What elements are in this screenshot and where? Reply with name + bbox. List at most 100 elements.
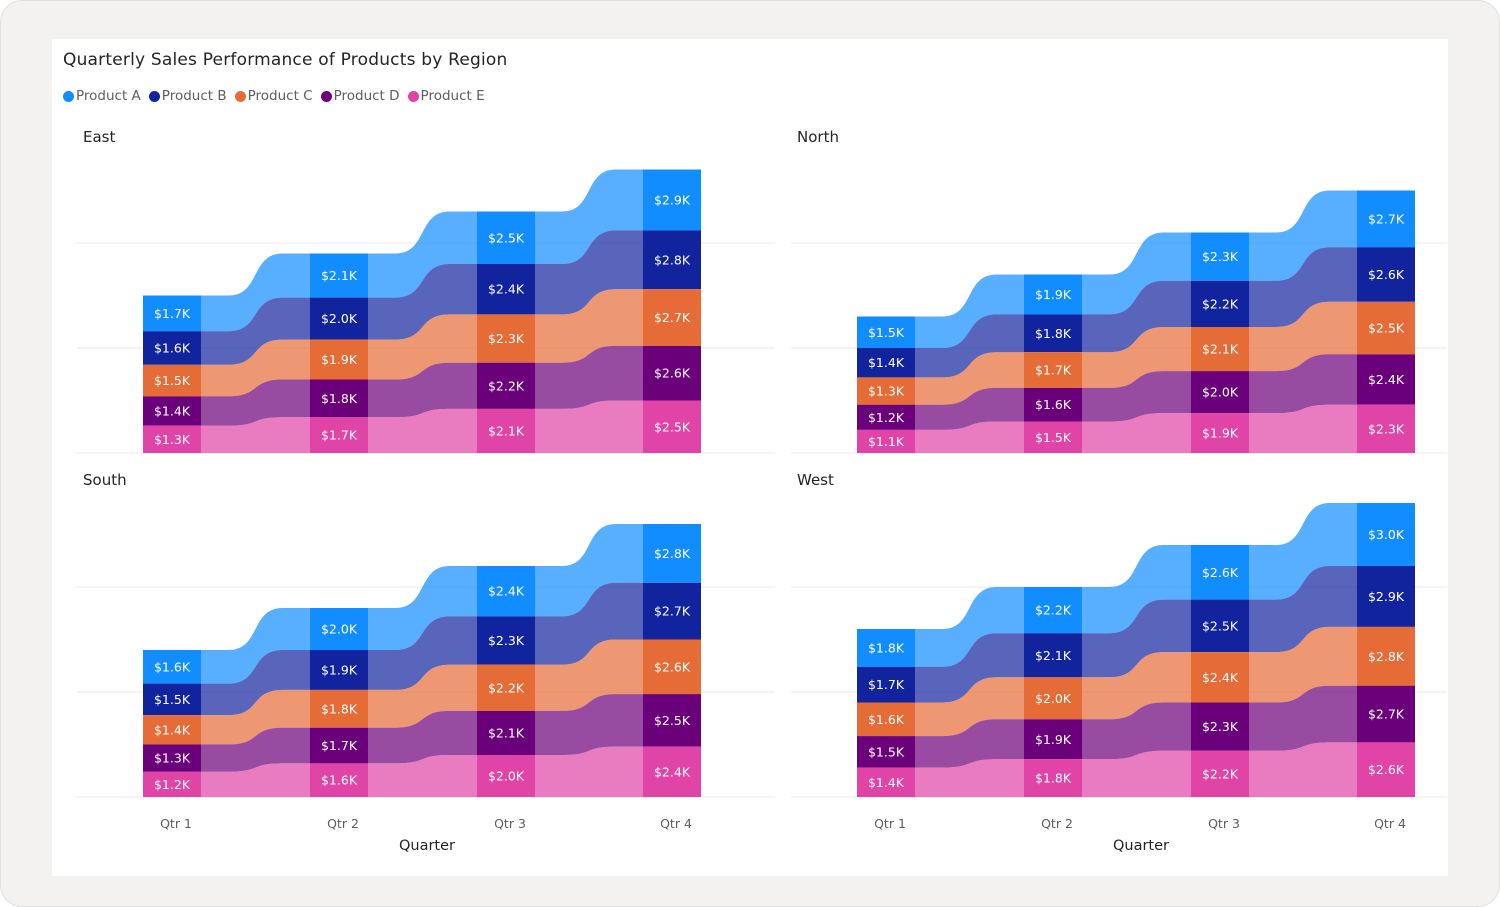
data-label: $2.8K xyxy=(654,252,691,267)
ribbon-product-e xyxy=(915,759,1024,797)
legend-dot-icon xyxy=(63,90,74,102)
bar-segment xyxy=(1024,677,1082,720)
data-label: $2.3K xyxy=(488,331,525,346)
data-label: $2.3K xyxy=(488,633,525,648)
data-label: $1.6K xyxy=(868,712,905,727)
ribbon-product-b xyxy=(368,616,477,690)
legend-item[interactable]: Product A xyxy=(63,88,141,104)
bar-segment xyxy=(643,746,701,797)
bar-segment xyxy=(857,404,915,430)
bar-segment xyxy=(1191,232,1249,281)
ribbon-product-b xyxy=(915,633,1024,703)
data-label: $2.1K xyxy=(1035,648,1072,663)
ribbon-product-c xyxy=(368,314,477,380)
data-label: $1.5K xyxy=(868,325,905,340)
bar-segment xyxy=(1357,190,1415,248)
ribbon-product-c xyxy=(1249,626,1357,703)
data-label: $1.8K xyxy=(321,701,358,716)
ribbon-product-c xyxy=(915,352,1024,405)
ribbon-product-d xyxy=(1082,371,1191,422)
legend-label: Product E xyxy=(420,88,485,104)
bar-segment xyxy=(143,364,201,397)
bar-segment xyxy=(310,379,368,418)
bar-segment xyxy=(1191,652,1249,703)
bar-segment xyxy=(1357,247,1415,302)
data-label: $2.7K xyxy=(654,604,691,619)
data-label: $1.2K xyxy=(868,410,905,425)
ribbon-product-b xyxy=(1249,566,1357,653)
legend-label: Product C xyxy=(247,88,313,104)
data-label: $1.8K xyxy=(321,391,358,406)
bar-segment xyxy=(310,763,368,797)
ribbon-product-a xyxy=(915,274,1024,348)
bar-segment xyxy=(857,429,915,453)
legend-dot-icon xyxy=(148,90,160,102)
bar-segment xyxy=(643,230,701,290)
bar-segment xyxy=(643,639,701,695)
bar-segment xyxy=(857,767,915,797)
bar-segment xyxy=(310,297,368,340)
bar-segment xyxy=(477,264,535,315)
bar-segment xyxy=(643,582,701,640)
bar-segment xyxy=(1357,742,1415,797)
bar-segment xyxy=(477,566,535,617)
ribbon-product-b xyxy=(201,650,310,716)
data-label: $2.1K xyxy=(488,725,525,740)
data-label: $1.9K xyxy=(1035,732,1072,747)
ribbon-product-b xyxy=(1249,247,1357,327)
x-tick-label: Qtr 3 xyxy=(494,816,526,831)
panel-north: North $1.5K $1.9K $2.3K $2.7K $1.4K $1.8K $2.2K… xyxy=(791,128,1447,454)
ribbon-product-b xyxy=(201,297,310,365)
data-label: $2.6K xyxy=(1368,762,1405,777)
legend-item[interactable]: Product E xyxy=(407,88,485,104)
chart-title: Quarterly Sales Performance of Products … xyxy=(63,50,508,70)
bar-segment xyxy=(1024,759,1082,797)
legend-item[interactable]: Product C xyxy=(234,88,313,104)
data-label: $2.4K xyxy=(488,282,525,297)
ribbon-product-c xyxy=(1082,327,1191,388)
data-label: $1.6K xyxy=(154,341,191,356)
data-label: $2.5K xyxy=(1368,321,1405,336)
bar-segment xyxy=(1191,545,1249,600)
ribbon-product-a xyxy=(368,566,477,650)
legend-dot-icon xyxy=(320,90,332,102)
legend-item[interactable]: Product D xyxy=(320,88,400,104)
ribbon-product-e xyxy=(1082,413,1191,453)
data-label: $2.9K xyxy=(654,192,691,207)
data-label: $2.8K xyxy=(1368,649,1405,664)
bar-segment xyxy=(1191,750,1249,797)
x-tick-label: Qtr 2 xyxy=(327,816,359,831)
data-label: $1.7K xyxy=(321,738,358,753)
ribbon-product-d xyxy=(535,345,643,409)
data-label: $2.5K xyxy=(654,713,691,728)
data-label: $2.8K xyxy=(654,546,691,561)
ribbon-product-a xyxy=(1082,545,1191,634)
legend-dot-icon xyxy=(234,90,246,102)
bar-segment xyxy=(143,295,201,332)
data-label: $1.7K xyxy=(321,428,358,443)
x-axis-title: Quarter xyxy=(399,838,455,854)
bar-segment xyxy=(643,694,701,747)
data-label: $2.1K xyxy=(321,268,358,283)
bar-segment xyxy=(643,524,701,583)
bar-segment xyxy=(1024,633,1082,678)
data-label: $1.4K xyxy=(154,722,191,737)
ribbon-product-c xyxy=(1249,301,1357,372)
bar-segment xyxy=(477,314,535,363)
panel-east: East $1.7K $2.1K $2.5K $2.9K $1.6K $2.0K $2.4K $… xyxy=(77,128,775,454)
data-label: $1.5K xyxy=(154,692,191,707)
ribbon-product-c xyxy=(535,639,643,711)
bar-segment xyxy=(143,744,201,772)
bar-segment xyxy=(643,345,701,401)
ribbon-product-d xyxy=(368,710,477,764)
bar-segment xyxy=(1191,413,1249,453)
ribbon-product-a xyxy=(1249,190,1357,281)
panel-south: South $1.6K $2.0K $2.4K $2.8K $1.5K $1.9K $2.3K… xyxy=(77,471,775,854)
bar-segment xyxy=(643,289,701,346)
data-label: $2.2K xyxy=(488,680,525,695)
data-label: $1.6K xyxy=(1035,397,1072,412)
data-label: $2.1K xyxy=(488,423,525,438)
legend-item[interactable]: Product B xyxy=(148,88,227,104)
bar-segment xyxy=(310,650,368,690)
ribbon-product-e xyxy=(368,408,477,453)
